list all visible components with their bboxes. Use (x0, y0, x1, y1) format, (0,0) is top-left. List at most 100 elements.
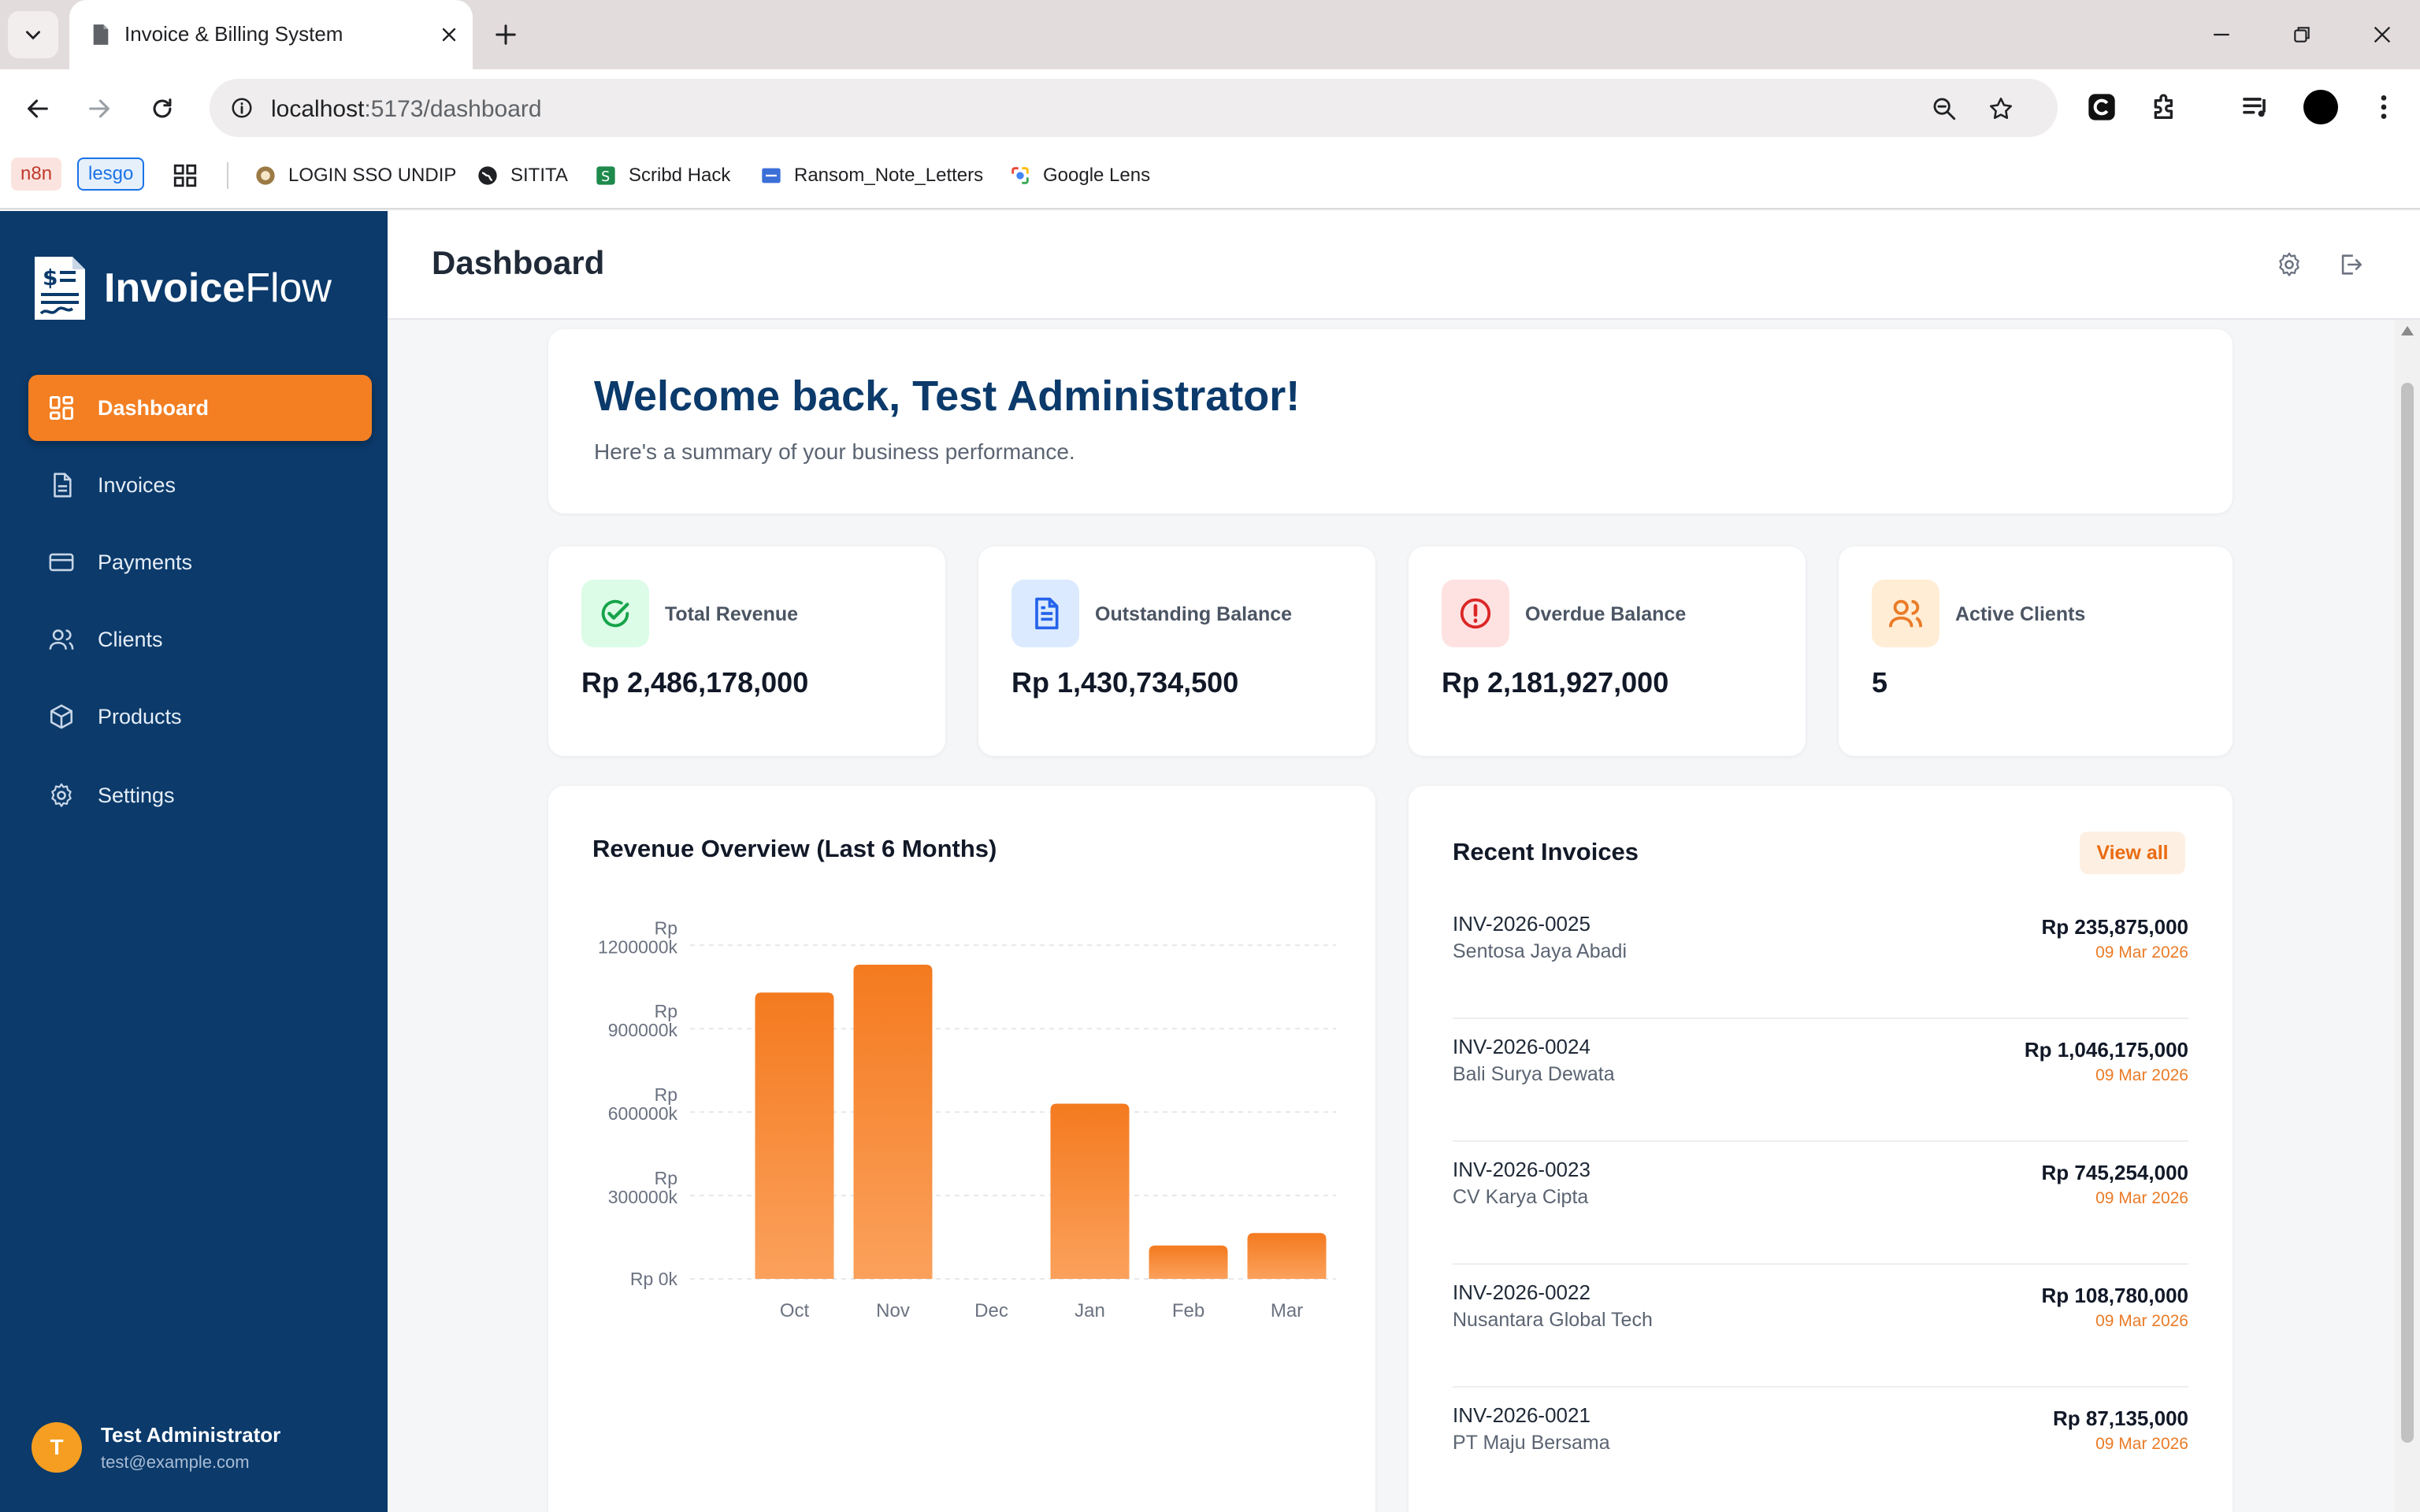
check-circle-icon (581, 580, 649, 647)
bookmark-star-button[interactable] (1984, 91, 2018, 126)
extensions-button[interactable] (2146, 88, 2184, 126)
bookmark-login-sso-undip[interactable]: LOGIN SSO UNDIP (254, 158, 456, 194)
reload-button[interactable] (142, 88, 183, 129)
close-icon (442, 28, 456, 42)
browser-menu-button[interactable] (2365, 88, 2403, 126)
invoice-row[interactable]: INV-2026-0022 Nusantara Global Tech Rp 1… (1453, 1265, 2188, 1388)
url-text[interactable]: localhost:5173/dashboard (271, 96, 542, 123)
scroll-thumb[interactable] (2401, 383, 2414, 1443)
media-controls-button[interactable] (2237, 88, 2275, 126)
settings-button[interactable] (2270, 246, 2308, 284)
zoom-button[interactable] (1927, 91, 1962, 126)
scroll-up-arrow-icon[interactable] (2401, 326, 2414, 335)
stat-label: Outstanding Balance (1095, 603, 1293, 625)
users-icon (46, 624, 77, 655)
profile-button[interactable] (2302, 88, 2340, 126)
x-tick-label: Dec (974, 1300, 1008, 1321)
sidebar-item-settings[interactable]: Settings (28, 762, 372, 828)
bookmark-google-lens[interactable]: Google Lens (1008, 158, 1150, 194)
stat-value: Rp 1,430,734,500 (1011, 666, 1239, 699)
invoice-logo-icon: $ (35, 257, 85, 320)
recent-invoices-title: Recent Invoices (1453, 838, 1639, 865)
restore-button[interactable] (2278, 14, 2325, 55)
puzzle-icon (2154, 94, 2173, 119)
browser-tab-strip: Invoice & Billing System (0, 0, 2420, 69)
view-all-button[interactable]: View all (2080, 832, 2185, 874)
ransom-note-icon (759, 164, 783, 187)
invoice-amount: Rp 87,135,000 (2052, 1406, 2188, 1430)
stat-value: Rp 2,486,178,000 (581, 666, 809, 699)
invoice-row[interactable]: INV-2026-0023 CV Karya Cipta Rp 745,254,… (1453, 1142, 2188, 1265)
revenue-chart-card: Revenue Overview (Last 6 Months) Rp 12000… (548, 786, 1375, 1512)
sidebar-item-products[interactable]: Products (28, 684, 372, 750)
invoice-number: INV-2026-0025 (1453, 912, 1590, 936)
new-tab-button[interactable] (488, 17, 523, 52)
bookmark-ransom-note-letters[interactable]: Ransom_Note_Letters (759, 158, 983, 194)
stat-value: 5 (1872, 666, 1888, 699)
plus-icon (496, 24, 516, 45)
user-info: Test Administrator test@example.com (101, 1423, 280, 1473)
bookmark-lesgo[interactable]: lesgo (77, 158, 145, 191)
stat-label: Overdue Balance (1525, 603, 1687, 625)
bar-mar[interactable] (1247, 1232, 1327, 1279)
bar-oct[interactable] (755, 992, 834, 1279)
bar-nov[interactable] (853, 965, 933, 1279)
gear-icon (2279, 252, 2299, 276)
invoice-date: 09 Mar 2026 (2095, 1312, 2188, 1330)
stat-label: Active Clients (1955, 603, 2086, 625)
x-tick-label: Jan (1075, 1300, 1105, 1321)
app-name: InvoiceFlow (104, 265, 332, 312)
app-logo[interactable]: $ InvoiceFlow (28, 243, 332, 334)
sidebar-item-payments[interactable]: Payments (28, 529, 372, 595)
tab-close-button[interactable] (432, 17, 466, 52)
svg-text:$: $ (43, 265, 58, 291)
bookmark-label: Ransom_Note_Letters (794, 165, 984, 186)
gear-icon (46, 780, 77, 811)
back-button[interactable] (17, 88, 58, 129)
user-name: Test Administrator (101, 1422, 281, 1447)
invoice-row[interactable]: INV-2026-0021 PT Maju Bersama Rp 87,135,… (1453, 1388, 2188, 1510)
minimize-button[interactable] (2198, 14, 2245, 55)
content-scrollbar[interactable] (2395, 320, 2420, 1512)
apps-button[interactable] (172, 158, 199, 194)
bookmark-scribd-hack[interactable]: S Scribd Hack (594, 158, 730, 194)
sidebar-item-clients[interactable]: Clients (28, 606, 372, 673)
y-tick-label: Rp 0k (630, 1269, 678, 1289)
user-profile[interactable]: T Test Administrator test@example.com (32, 1422, 280, 1473)
welcome-subtitle: Here's a summary of your business perfor… (594, 439, 1075, 464)
bookmark-sitita[interactable]: SITITA (476, 158, 568, 194)
page-title: Dashboard (432, 244, 605, 281)
info-icon (232, 98, 252, 118)
bar-jan[interactable] (1050, 1103, 1130, 1279)
extension-c-button[interactable] (2083, 88, 2121, 126)
tab-search-button[interactable] (8, 11, 58, 58)
invoice-number: INV-2026-0024 (1453, 1035, 1590, 1058)
invoice-row[interactable]: INV-2026-0024 Bali Surya Dewata Rp 1,046… (1453, 1019, 2188, 1142)
box-icon (46, 701, 77, 732)
site-info-button[interactable] (225, 91, 258, 124)
close-window-button[interactable] (2359, 14, 2406, 55)
sidebar-item-label: Products (98, 704, 182, 728)
restore-icon (2294, 27, 2310, 43)
invoice-row[interactable]: INV-2026-0025 Sentosa Jaya Abadi Rp 235,… (1453, 896, 2188, 1019)
address-bar[interactable]: localhost:5173/dashboard (210, 79, 2058, 137)
more-vertical-icon (2381, 95, 2387, 119)
bookmark-n8n[interactable]: n8n (11, 158, 62, 191)
logout-button[interactable] (2332, 246, 2370, 284)
sidebar-item-dashboard[interactable]: Dashboard (28, 375, 372, 441)
logout-icon (2341, 254, 2362, 275)
welcome-title: Welcome back, Test Administrator! (594, 372, 1301, 420)
main-header: Dashboard (388, 211, 2420, 320)
stat-card-active-clients: Active Clients 5 (1839, 547, 2233, 756)
google-lens-icon (1008, 164, 1032, 187)
sidebar: $ InvoiceFlow Dashboard Invoices Payment… (0, 211, 388, 1512)
forward-button[interactable] (79, 88, 120, 129)
browser-tab-active[interactable]: Invoice & Billing System (69, 0, 473, 69)
bar-feb[interactable] (1149, 1245, 1228, 1279)
arrow-left-icon (28, 99, 48, 118)
app-name-thin: Flow (245, 265, 332, 311)
user-email: test@example.com (101, 1451, 250, 1472)
stat-value: Rp 2,181,927,000 (1442, 666, 1669, 699)
sidebar-item-invoices[interactable]: Invoices (28, 452, 372, 518)
x-tick-label: Feb (1172, 1300, 1204, 1321)
